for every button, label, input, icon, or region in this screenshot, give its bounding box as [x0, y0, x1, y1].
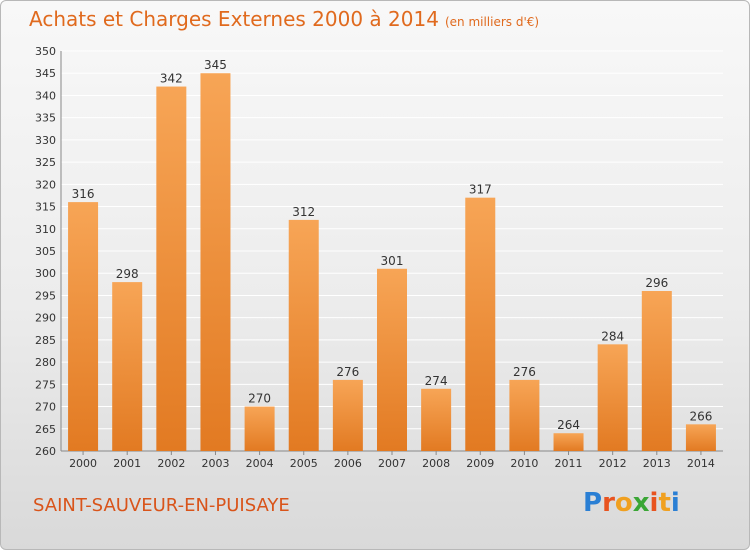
y-tick-label: 315 — [35, 201, 56, 214]
x-tick-label: 2008 — [422, 457, 450, 470]
y-axis: 260 265 270 275 280 285 290 295 300 305 310 315 320 3… — [35, 45, 723, 458]
y-tick-label: 325 — [35, 156, 56, 169]
y-tick-label: 345 — [35, 67, 56, 80]
bar-value-label: 345 — [204, 58, 227, 72]
bar-value-label: 276 — [513, 365, 536, 379]
y-tick-label: 305 — [35, 245, 56, 258]
bar-value-label: 270 — [248, 392, 271, 406]
y-tick-label: 280 — [35, 356, 56, 369]
bar-value-label: 296 — [645, 276, 668, 290]
bar-value-label: 264 — [557, 418, 580, 432]
x-tick-label: 2003 — [201, 457, 229, 470]
bar-2005 — [288, 219, 319, 451]
bar-value-label: 298 — [116, 267, 139, 281]
proxiti-logo[interactable]: Proxiti — [583, 488, 680, 518]
logo-letter: r — [602, 488, 615, 518]
bar-2002 — [156, 86, 187, 452]
y-tick-label: 265 — [35, 423, 56, 436]
bar-2009 — [465, 197, 496, 451]
x-tick-label: 2001 — [113, 457, 141, 470]
logo-letter: P — [583, 488, 603, 518]
x-tick-label: 2002 — [157, 457, 185, 470]
x-tick-label: 2011 — [555, 457, 583, 470]
chart-title: Achats et Charges Externes 2000 à 2014 (e… — [29, 7, 539, 31]
chart-unit: (en milliers d'€) — [444, 15, 540, 29]
bar-2004 — [244, 406, 275, 451]
y-tick-label: 285 — [35, 334, 56, 347]
bar-value-label: 266 — [689, 409, 712, 423]
y-tick-label: 275 — [35, 378, 56, 391]
bar-value-label: 316 — [72, 187, 95, 201]
bar-2013 — [641, 291, 672, 451]
bar-value-label: 284 — [601, 329, 624, 343]
y-tick-label: 290 — [35, 312, 56, 325]
bar-2011 — [553, 433, 584, 451]
commune-name: SAINT-SAUVEUR-EN-PUISAYE — [33, 495, 290, 516]
bar-2007 — [377, 268, 407, 451]
bars: 316 298 342 345 270 312 276 301 274 317 276 264 284 2… — [68, 58, 716, 452]
x-tick-label: 2009 — [466, 457, 494, 470]
bar-2010 — [509, 379, 540, 451]
x-tick-label: 2013 — [643, 457, 671, 470]
logo-letter: x — [632, 488, 650, 518]
bar-value-label: 317 — [469, 183, 492, 197]
bar-2014 — [685, 424, 716, 451]
y-tick-label: 350 — [35, 45, 56, 58]
bar-value-label: 301 — [381, 254, 404, 268]
bar-2000 — [68, 202, 99, 451]
logo-letter: o — [614, 488, 633, 518]
logo-letter: i — [670, 488, 680, 518]
y-tick-label: 300 — [35, 267, 56, 280]
logo-letter: t — [658, 488, 671, 518]
x-tick-label: 2005 — [290, 457, 318, 470]
y-tick-label: 320 — [35, 178, 56, 191]
bar-value-label: 274 — [425, 374, 448, 388]
bar-value-label: 342 — [160, 72, 183, 86]
bar-2003 — [200, 73, 231, 451]
x-axis: 2000 2001 2002 2003 2004 2005 2006 2007 2008 2009… — [69, 451, 715, 470]
x-tick-label: 2004 — [246, 457, 274, 470]
y-tick-label: 340 — [35, 89, 56, 102]
bar-2001 — [112, 282, 143, 451]
bar-2006 — [332, 379, 363, 451]
bar-value-label: 276 — [336, 365, 359, 379]
y-tick-label: 335 — [35, 112, 56, 125]
bar-2008 — [421, 388, 452, 451]
y-tick-label: 270 — [35, 401, 56, 414]
bar-2012 — [597, 344, 628, 451]
x-tick-label: 2012 — [599, 457, 627, 470]
y-tick-label: 330 — [35, 134, 56, 147]
logo-letter: i — [649, 488, 659, 518]
x-tick-label: 2007 — [378, 457, 406, 470]
y-tick-label: 295 — [35, 289, 56, 302]
y-tick-label: 310 — [35, 223, 56, 236]
x-tick-label: 2000 — [69, 457, 97, 470]
x-tick-label: 2014 — [687, 457, 715, 470]
x-tick-label: 2006 — [334, 457, 362, 470]
y-tick-label: 260 — [35, 445, 56, 458]
chart-title-text: Achats et Charges Externes 2000 à 2014 — [29, 7, 439, 31]
bar-value-label: 312 — [292, 205, 315, 219]
x-tick-label: 2010 — [510, 457, 538, 470]
